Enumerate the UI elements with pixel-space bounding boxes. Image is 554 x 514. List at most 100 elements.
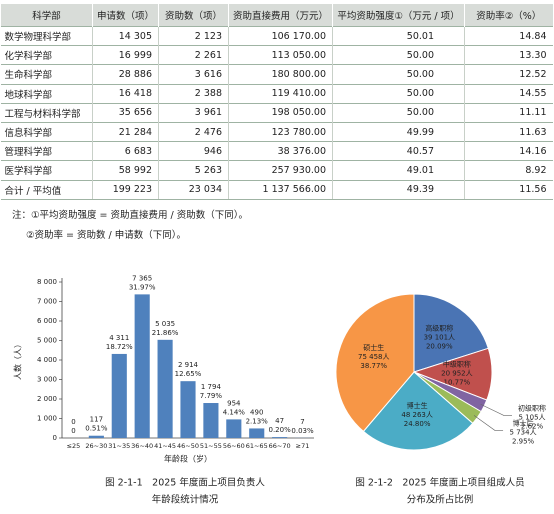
table-cell: 14.55 <box>464 83 553 104</box>
slice-count: 5 105人 <box>518 414 545 422</box>
percentage-label: 7.79% <box>200 392 223 400</box>
table-cell: 医学科学部 <box>0 160 93 180</box>
table-cell: 数学物理科学部 <box>0 25 93 46</box>
slice-percent: 2.62% <box>521 423 544 431</box>
header-cell: 申请数（项） <box>92 4 159 27</box>
table-cell: 1 137 566.00 <box>228 179 333 200</box>
x-tick-label: 66~70 <box>269 442 291 450</box>
bar <box>249 428 265 438</box>
value-label: 1 794 <box>201 383 222 391</box>
x-tick-label: 51~55 <box>200 442 222 450</box>
header-cell: 资助直接费用（万元） <box>228 4 333 27</box>
bar <box>180 381 196 438</box>
bar <box>157 339 173 438</box>
bar <box>226 419 242 438</box>
table-cell: 地球科学部 <box>0 83 93 104</box>
value-label: 47 <box>275 417 284 425</box>
x-axis-label: 年龄段（岁） <box>164 454 212 464</box>
value-label: 4 311 <box>109 334 129 342</box>
x-tick-label: 26~30 <box>85 442 107 450</box>
y-tick-label: 3 000 <box>37 376 57 384</box>
table-row: 生命科学部 28 886 3 616 180 800.00 50.00 12.52 <box>0 64 553 85</box>
percentage-label: 12.65% <box>175 370 202 378</box>
header-cell: 平均资助强度①（万元 / 项） <box>332 4 465 27</box>
table-cell: 50.00 <box>332 102 465 123</box>
x-tick-label: 36~40 <box>131 442 153 450</box>
value-label: 7 365 <box>132 274 152 282</box>
table-cell: 管理科学部 <box>0 141 93 161</box>
x-tick-label: ≥71 <box>296 442 310 450</box>
percentage-label: 0 <box>71 427 75 435</box>
note: 注：①平均资助强度 = 资助直接费用 / 资助数（下同）。 <box>12 210 249 221</box>
y-tick-label: 4 000 <box>37 356 57 364</box>
table-cell: 14 305 <box>92 25 159 46</box>
bar <box>134 294 150 438</box>
table-cell: 生命科学部 <box>0 64 93 85</box>
table-row: 数学物理科学部 14 305 2 123 106 170.00 50.01 14.84 <box>0 25 553 46</box>
slice-percent: 20.09% <box>426 342 453 350</box>
slice-name: 中级职称 <box>443 359 471 368</box>
slice-name: 博士生 <box>407 401 428 410</box>
table-cell: 16 999 <box>92 45 159 65</box>
table-cell: 化学科学部 <box>0 45 93 65</box>
x-tick-label: 61~65 <box>246 442 268 450</box>
header-row: 科学部 申请数（项） 资助数（项） 资助直接费用（万元） 平均资助强度①（万元 / 项）… <box>0 4 553 27</box>
table-cell: 3 961 <box>158 102 229 123</box>
percentage-label: 2.13% <box>246 417 269 425</box>
note: ②资助率 = 资助数 / 申请数（下同）。 <box>26 230 187 241</box>
table-cell: 35 656 <box>92 102 159 123</box>
table-cell: 工程与材料科学部 <box>0 102 93 123</box>
percentage-label: 0.51% <box>85 425 108 433</box>
table-cell: 199 223 <box>92 179 159 200</box>
value-label: 490 <box>250 408 263 416</box>
caption: 分布及所占比例 <box>407 494 474 506</box>
table-cell: 49.01 <box>332 160 465 180</box>
table-cell: 14.84 <box>464 25 553 46</box>
table-cell: 38 376.00 <box>228 141 333 161</box>
table-cell: 21 284 <box>92 121 159 142</box>
y-tick-label: 1 000 <box>37 415 57 423</box>
table-cell: 50.00 <box>332 45 465 65</box>
y-tick-label: 6 000 <box>37 317 57 325</box>
table-row: 化学科学部 16 999 2 261 113 050.00 50.00 13.30 <box>0 45 553 65</box>
table-cell: 2 388 <box>158 83 229 104</box>
x-tick-label: ≤25 <box>67 442 81 450</box>
caption: 图 2-1-1 2025 年度面上项目负责人 <box>105 477 265 489</box>
slice-count: 5 734人 <box>510 429 537 437</box>
table-row: 医学科学部 58 992 5 263 257 930.00 49.01 8.92 <box>0 160 553 180</box>
table-cell: 50.00 <box>332 83 465 104</box>
table-row: 工程与材料科学部 35 656 3 961 198 050.00 50.00 11.11 <box>0 102 553 123</box>
percentage-label: 0.03% <box>291 427 314 435</box>
value-label: 5 035 <box>155 320 175 328</box>
slice-percent: 24.80% <box>404 420 431 428</box>
percentage-label: 4.14% <box>223 408 246 416</box>
table-cell: 40.57 <box>332 141 465 161</box>
bar <box>88 435 104 438</box>
table-cell: 50.01 <box>332 25 465 46</box>
y-tick-label: 0 <box>53 434 57 442</box>
leader-line <box>473 415 504 431</box>
y-tick-label: 5 000 <box>37 337 57 345</box>
header-cell: 科学部 <box>0 4 93 27</box>
table-cell: 5 263 <box>158 160 229 180</box>
table-row: 信息科学部 21 284 2 476 123 780.00 49.99 11.63 <box>0 121 553 142</box>
table-cell: 50.00 <box>332 64 465 85</box>
table-cell: 12.52 <box>464 64 553 85</box>
x-tick-label: 31~35 <box>108 442 130 450</box>
bar <box>111 353 127 438</box>
table-body: 数学物理科学部 14 305 2 123 106 170.00 50.01 14.84 化学… <box>0 25 553 200</box>
slice-count: 20 952人 <box>441 369 473 377</box>
table-cell: 6 683 <box>92 141 159 161</box>
slice-name: 博士后 <box>513 419 534 428</box>
table-cell: 123 780.00 <box>228 121 333 142</box>
table-row: 地球科学部 16 418 2 388 119 410.00 50.00 14.55 <box>0 83 553 104</box>
table-cell: 49.99 <box>332 121 465 142</box>
table-cell: 58 992 <box>92 160 159 180</box>
slice-count: 75 458人 <box>358 353 390 361</box>
caption: 年龄段统计情况 <box>152 494 219 506</box>
header-cell: 资助数（项） <box>158 4 229 27</box>
table-cell: 28 886 <box>92 64 159 85</box>
percentage-label: 21.86% <box>152 329 179 337</box>
x-tick-label: 56~60 <box>223 442 245 450</box>
